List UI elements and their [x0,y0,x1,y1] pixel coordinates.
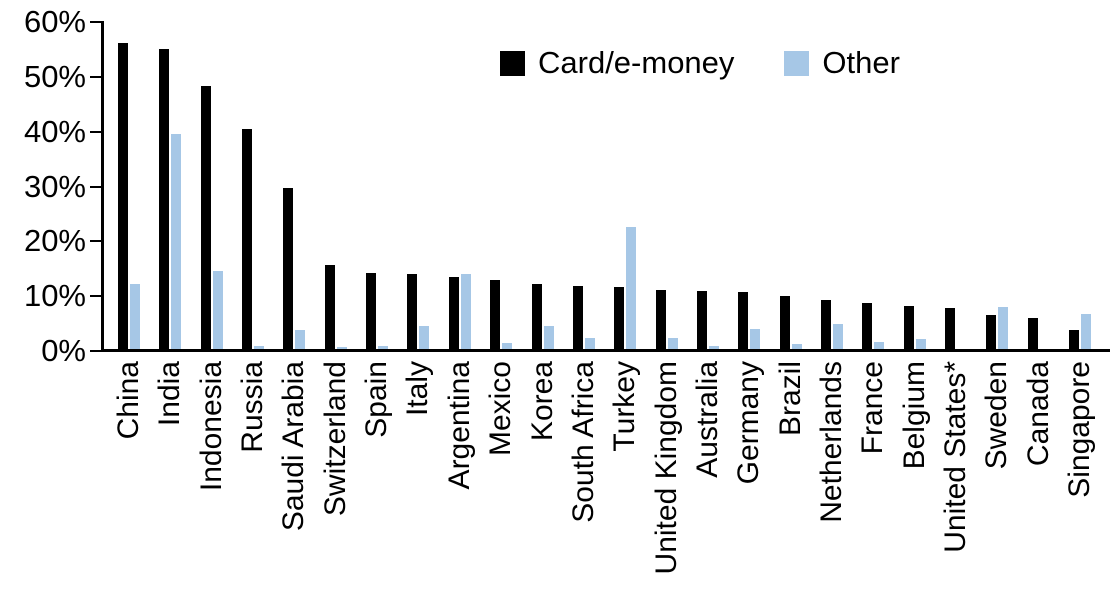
x-axis-category-label: Mexico [484,361,518,457]
legend: Card/e-money Other [500,45,900,81]
y-axis-tick-label: 40% [23,113,86,149]
bar-card-e-money-argentina [448,276,459,351]
bar-other-saudi-arabia [295,329,306,351]
bar-other-brazil [791,344,802,351]
x-axis-category-label: Brazil [773,361,807,437]
bar-other-netherlands [832,323,843,351]
bar-other-italy [419,325,430,351]
x-axis-category-label: Spain [360,361,394,438]
bar-other-korea [543,325,554,351]
bar-card-e-money-china [118,42,128,351]
y-axis-tick [90,350,104,352]
y-axis-tick [90,240,104,243]
bar-card-e-money-switzerland [324,265,335,351]
y-axis-tick [90,21,104,23]
bar-card-e-money-turkey [614,286,625,351]
y-axis-tick [90,130,104,133]
bar-other-south-africa [584,337,595,351]
x-axis-category-label: United Kingdom [649,361,683,575]
bar-other-switzerland [336,346,347,351]
bar-card-e-money-spain [366,273,377,351]
x-axis-category-label: Italy [401,361,435,417]
bar-other-australia [708,345,719,351]
legend-label-card-e-money: Card/e-money [538,45,735,80]
bar-card-e-money-mexico [490,279,501,351]
bar-other-argentina [460,274,471,351]
bar-other-united-kingdom [667,337,678,351]
bar-other-singapore [1081,314,1092,351]
x-axis-category-label: Sweden [980,361,1014,470]
x-axis-category-label: Canada [1021,361,1055,467]
x-axis-category-label: Saudi Arabia [277,361,311,532]
bar-card-e-money-india [159,49,170,351]
bar-other-india [171,133,182,351]
x-axis-category-label: France [856,361,890,455]
bar-card-e-money-italy [407,273,418,351]
y-axis-tick-label: 20% [23,223,86,259]
x-axis-category-label: Netherlands [814,361,848,523]
bar-card-e-money-brazil [779,296,790,351]
bar-card-e-money-saudi-arabia [283,187,294,351]
bar-other-russia [254,345,265,351]
bar-card-e-money-south-africa [572,286,583,351]
bar-other-mexico [502,342,513,351]
bar-card-e-money-united-states- [945,307,955,351]
x-axis-category-label: Switzerland [318,361,352,517]
bar-card-e-money-australia [696,291,707,351]
y-axis-tick [90,185,104,188]
bar-card-e-money-russia [242,128,253,351]
y-axis-tick-label: 0% [41,333,86,368]
x-axis-category-label: Indonesia [194,361,228,492]
x-axis-category-label: United States* [939,361,972,553]
bar-other-belgium [915,339,926,351]
bar-card-e-money-korea [531,283,542,351]
y-axis-tick-label: 30% [23,168,86,204]
bar-card-e-money-united-kingdom [655,289,666,351]
x-axis-category-label: Turkey [608,361,642,452]
y-axis-tick-label: 50% [23,58,86,94]
y-axis-line [101,22,104,352]
bar-card-e-money-france [862,303,873,351]
bar-other-china [130,283,140,351]
bar-other-turkey [626,227,637,351]
x-axis-line [101,349,1110,352]
x-axis-category-label: Argentina [442,361,476,490]
x-axis-category-label: China [112,361,145,440]
x-axis-category-label: Korea [525,361,559,442]
x-axis-category-label: Russia [236,361,270,453]
bar-other-indonesia [212,271,223,351]
legend-label-other: Other [822,45,900,80]
bar-card-e-money-singapore [1069,329,1080,351]
bar-other-sweden [998,306,1009,351]
x-axis-category-label: Germany [732,361,766,485]
legend-swatch-card-e-money [500,50,525,76]
bar-card-e-money-netherlands [820,300,831,351]
y-axis-tick [90,295,104,298]
y-axis-tick [90,75,104,78]
bar-other-spain [378,345,389,351]
x-axis-category-label: India [153,361,187,427]
x-axis-category-label: Australia [690,361,724,478]
y-axis-tick-label: 10% [23,278,86,314]
bar-card-e-money-belgium [903,306,914,351]
bar-other-france [874,342,885,351]
x-axis-category-label: Singapore [1063,361,1097,498]
x-axis-category-label: South Africa [566,361,600,523]
bar-card-e-money-canada [1027,318,1038,351]
bar-other-germany [750,329,761,351]
bar-card-e-money-sweden [986,315,997,351]
legend-swatch-other [784,50,810,76]
y-axis-tick-label: 60% [23,4,86,39]
bar-card-e-money-germany [738,292,749,351]
x-axis-category-label: Belgium [897,361,931,470]
bar-card-e-money-indonesia [200,86,211,351]
